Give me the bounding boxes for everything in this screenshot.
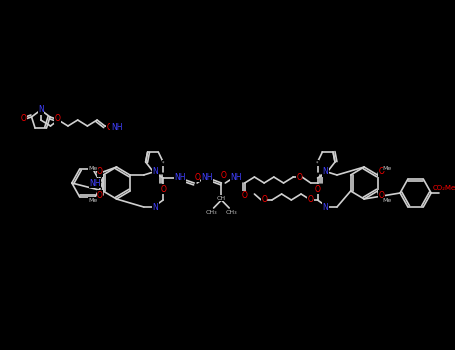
Text: O: O	[220, 172, 226, 181]
Text: CH₃: CH₃	[206, 210, 217, 215]
Text: O: O	[97, 190, 103, 199]
Text: NH: NH	[230, 174, 242, 182]
Text: O: O	[242, 191, 248, 201]
Text: NH: NH	[201, 174, 212, 182]
Text: N: N	[38, 105, 44, 114]
Text: O: O	[379, 168, 384, 176]
Text: O: O	[308, 196, 313, 204]
Text: CH: CH	[217, 196, 226, 201]
Text: NH: NH	[90, 178, 101, 188]
Text: N: N	[323, 168, 328, 176]
Text: NH: NH	[111, 124, 122, 133]
Text: *: *	[316, 161, 319, 166]
Text: CH₃: CH₃	[225, 210, 237, 215]
Text: O: O	[314, 184, 320, 194]
Text: N: N	[323, 203, 328, 211]
Text: O: O	[379, 190, 384, 199]
Text: O: O	[107, 124, 113, 133]
Text: Me: Me	[383, 197, 392, 203]
Text: O: O	[261, 196, 267, 204]
Text: Me: Me	[89, 197, 98, 203]
Text: O: O	[194, 173, 200, 182]
Text: O: O	[21, 114, 27, 124]
Text: O: O	[296, 173, 302, 182]
Text: Me: Me	[383, 166, 392, 170]
Text: O: O	[97, 168, 103, 176]
Text: N: N	[152, 168, 158, 176]
Text: CO₂Me: CO₂Me	[432, 185, 455, 191]
Text: Me: Me	[89, 166, 98, 170]
Text: O: O	[55, 114, 61, 124]
Text: O: O	[160, 184, 166, 194]
Text: N: N	[152, 203, 158, 211]
Text: *: *	[162, 161, 164, 166]
Text: NH: NH	[174, 174, 185, 182]
